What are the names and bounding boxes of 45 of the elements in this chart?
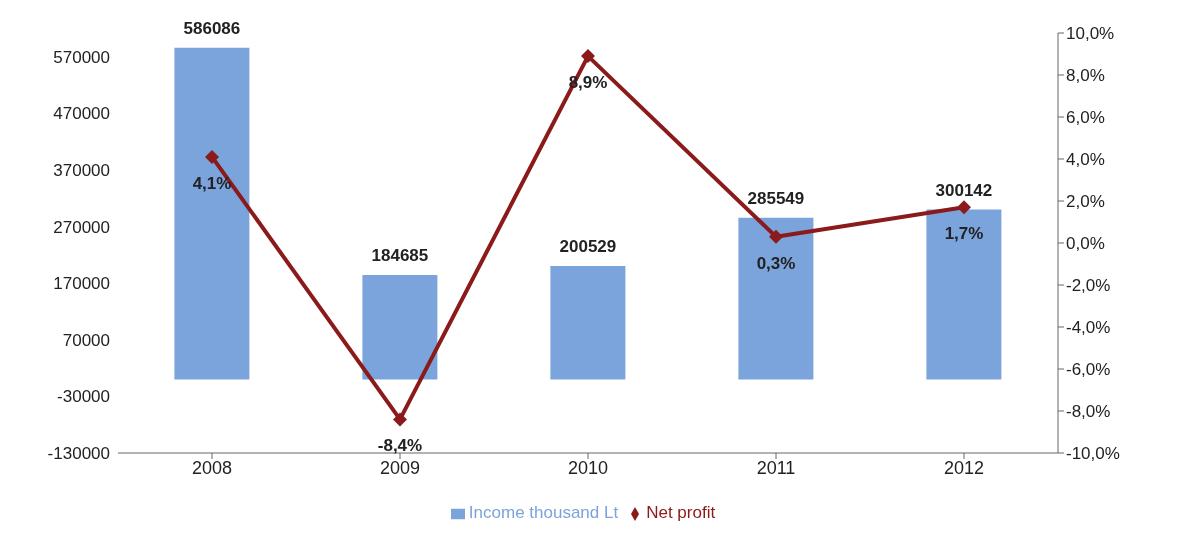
- x-tick-label: 2011: [756, 457, 796, 478]
- point: [957, 200, 971, 215]
- data-label: 300142: [935, 180, 993, 200]
- bar: [738, 217, 814, 380]
- bar: [926, 209, 1002, 380]
- y-tick-label: 170000: [53, 274, 110, 294]
- y2-tick-label: -10,0%: [1066, 444, 1120, 464]
- data-label: 586086: [183, 18, 241, 38]
- y2-tick-label: 6,0%: [1066, 108, 1105, 128]
- y-tick-label: 570000: [53, 47, 110, 67]
- legend-label: Income thousand Lt: [468, 503, 619, 522]
- y-tick-label: 470000: [53, 104, 110, 124]
- y2-tick-label: -4,0%: [1066, 318, 1111, 338]
- data-label: 200529: [559, 236, 617, 256]
- data-label: 1,7%: [944, 224, 984, 244]
- y-tick-label: 370000: [53, 161, 110, 181]
- data-label: 184685: [371, 245, 429, 265]
- point: [769, 229, 783, 244]
- x-tick-label: 2012: [943, 457, 985, 478]
- y2-tick-label: 4,0%: [1066, 150, 1105, 170]
- y2-tick-label: 2,0%: [1066, 192, 1105, 212]
- bar: [550, 265, 626, 380]
- point: [393, 412, 407, 427]
- y2-tick-label: -8,0%: [1066, 402, 1111, 422]
- y-tick-label: 70000: [62, 330, 110, 350]
- y2-tick-label: 10,0%: [1066, 24, 1115, 44]
- data-label: 4,1%: [192, 173, 232, 193]
- x-tick-label: 2008: [191, 457, 233, 478]
- y2-tick-label: 0,0%: [1066, 234, 1105, 254]
- legend-label: Net profit: [646, 503, 716, 522]
- y-tick-label: -30000: [57, 387, 110, 407]
- bar: [362, 274, 438, 380]
- y2-tick-label: -6,0%: [1066, 360, 1111, 380]
- y2-tick-label: 8,0%: [1066, 66, 1105, 86]
- bar: [174, 47, 250, 380]
- y2-tick-label: -2,0%: [1066, 276, 1111, 296]
- point: [581, 49, 595, 64]
- data-label: 0,3%: [756, 253, 796, 273]
- data-label: 285549: [747, 188, 805, 208]
- x-tick-label: 2010: [567, 457, 609, 478]
- data-label: -8,4%: [377, 436, 423, 456]
- y-tick-label: 270000: [53, 217, 110, 237]
- y-tick-label: -130000: [47, 444, 110, 464]
- point: [205, 149, 219, 164]
- x-tick-label: 2009: [379, 457, 421, 478]
